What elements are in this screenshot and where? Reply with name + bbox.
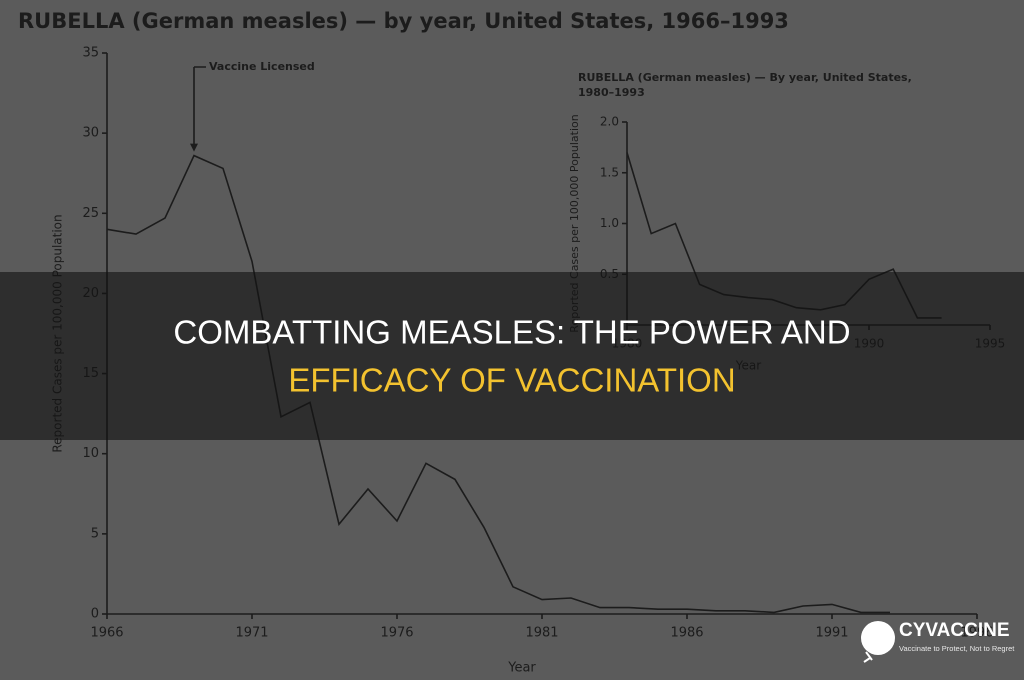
overlay: COMBATTING MEASLES: THE POWER AND EFFICAC… [173, 314, 850, 399]
x-tick-label: 1976 [380, 626, 413, 641]
logo-icon [861, 621, 895, 655]
x-tick-label: 1986 [670, 626, 703, 641]
headline: COMBATTING MEASLES: THE POWER AND [173, 314, 850, 351]
chart-title: RUBELLA (German measles) — By year, Unit… [578, 71, 912, 84]
y-tick-label: 1.0 [600, 216, 619, 230]
logo: CYVACCINE Vaccinate to Protect, Not to Re… [861, 620, 1015, 663]
x-tick-label: 1966 [90, 626, 123, 641]
y-tick-label: 1.5 [600, 165, 619, 179]
y-tick-label: 10 [82, 446, 99, 461]
logo-name: CYVACCINE [899, 620, 1010, 641]
y-tick-label: 35 [82, 46, 99, 61]
annotation-arrow [193, 66, 206, 146]
data-line [106, 154, 890, 614]
chart-title: RUBELLA (German measles) — by year, Unit… [18, 9, 789, 33]
x-axis-label: Year [507, 661, 536, 676]
y-tick-label: 5 [91, 526, 99, 541]
y-tick-label: 2.0 [600, 115, 619, 129]
x-tick-label: 1981 [525, 626, 558, 641]
x-tick-label: 1971 [235, 626, 268, 641]
banner [0, 272, 1024, 440]
x-tick-label: 1991 [815, 626, 848, 641]
logo-icon-needle [863, 651, 873, 663]
y-tick-label: 0 [91, 607, 99, 622]
chart-title: 1980–1993 [578, 86, 645, 99]
annotation: Vaccine Licensed [209, 60, 315, 73]
logo-tagline: Vaccinate to Protect, Not to Regret [899, 644, 1015, 653]
headline: EFFICACY OF VACCINATION [288, 362, 735, 399]
y-tick-label: 30 [82, 126, 99, 141]
y-tick-label: 25 [82, 206, 99, 221]
x-tick-label: 1996 [960, 626, 993, 641]
annotation-arrowhead [190, 143, 198, 152]
